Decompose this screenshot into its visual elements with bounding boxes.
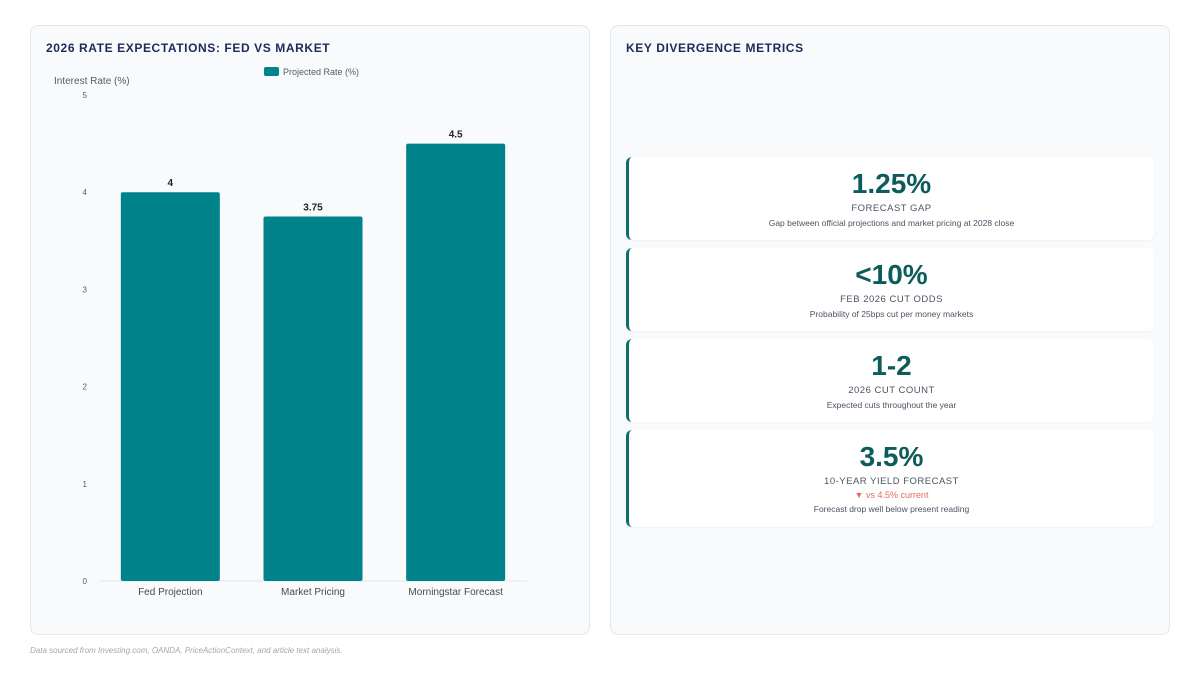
metric-card-yield-forecast: 3.5% 10-YEAR YIELD FORECAST ▼ vs 4.5% cu… [626,430,1154,527]
y-tick-label: 1 [83,480,88,489]
y-axis-label: Interest Rate (%) [54,76,130,87]
bar-chart: Interest Rate (%) Projected Rate (%) 0 1 2 3 4… [54,67,527,598]
metric-value: 1-2 [871,350,912,381]
metric-value: <10% [855,259,928,290]
x-tick-label: Morningstar Forecast [408,587,503,598]
metrics-title: KEY DIVERGENCE METRICS [626,41,804,55]
x-tick-label: Fed Projection [138,587,202,598]
metric-label: FORECAST GAP [851,203,932,214]
metrics-panel: KEY DIVERGENCE METRICS 1.25% FORECAST GA… [610,25,1170,635]
y-tick-label: 3 [83,285,88,294]
y-tick-label: 4 [83,188,88,197]
metric-change: ▼ vs 4.5% current [854,490,929,500]
metric-description: Forecast drop well below present reading [813,504,970,514]
metric-label: 10-YEAR YIELD FORECAST [824,476,959,487]
metric-label: 2026 CUT COUNT [848,385,935,396]
bar [120,192,220,581]
y-tick-label: 2 [83,383,88,392]
metric-label: FEB 2026 CUT ODDS [840,294,943,305]
legend-swatch [264,67,279,76]
metric-card-cut-count: 1-2 2026 CUT COUNT Expected cuts through… [626,339,1154,422]
legend-label: Projected Rate (%) [283,67,359,77]
bar [263,216,363,581]
data-label: 3.75 [303,203,323,214]
chart-title: 2026 RATE EXPECTATIONS: FED VS MARKET [46,41,331,55]
y-tick-label: 0 [83,577,88,586]
metric-description: Expected cuts throughout the year [826,400,957,410]
metric-card-forecast-gap: 1.25% FORECAST GAP Gap between official … [626,157,1154,240]
source-note: Data sourced from Investing.com, OANDA, … [30,646,343,655]
metric-value: 3.5% [859,441,924,472]
metric-description: Gap between official projections and mar… [768,218,1015,228]
metric-card-cut-odds: <10% FEB 2026 CUT ODDS Probability of 25… [626,248,1154,331]
data-label: 4 [168,178,174,189]
bar [406,143,506,581]
metric-description: Probability of 25bps cut per money marke… [809,309,974,319]
chart-panel: 2026 RATE EXPECTATIONS: FED VS MARKET In… [30,25,590,635]
y-tick-label: 5 [83,91,88,100]
metric-value: 1.25% [851,168,932,199]
x-tick-label: Market Pricing [281,587,345,598]
data-label: 4.5 [449,130,463,141]
